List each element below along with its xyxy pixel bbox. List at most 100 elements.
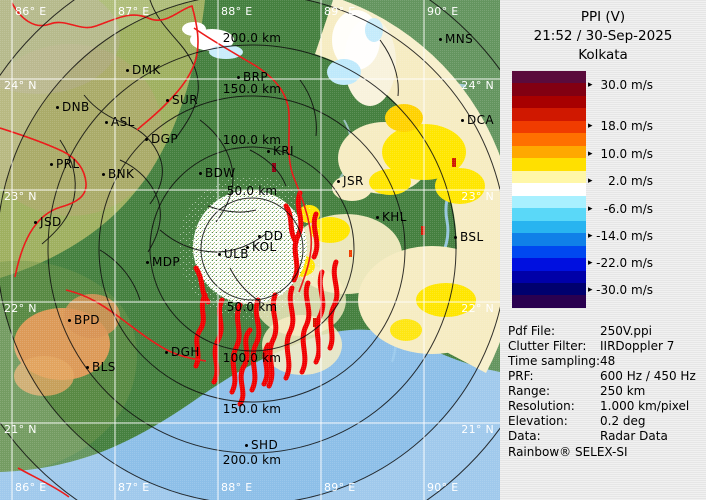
metadata-key: PRF: [508, 369, 534, 383]
colorbar-band-14 [512, 245, 586, 259]
colorbar-tick-label: 30.0 m/s [600, 78, 653, 92]
colorbar-band-6 [512, 145, 586, 159]
station-label: DGH [171, 345, 200, 359]
station-label: DNB [62, 100, 90, 114]
station-marker: MDP [146, 256, 180, 268]
metadata-value: 250V.ppi [600, 324, 652, 338]
station-label: DGP [151, 132, 178, 146]
station-label: DD [264, 229, 284, 243]
station-label: PRL [56, 157, 80, 171]
latitude-label: 24° N [461, 79, 494, 92]
station-dot-icon [68, 318, 71, 322]
metadata-key: Pdf File: [508, 324, 556, 338]
station-label: BDW [205, 166, 236, 180]
colorbar-band-3 [512, 108, 586, 121]
station-label: SUR [172, 93, 198, 107]
colorbar-band-15 [512, 258, 586, 271]
range-ring-label: 200.0 km [222, 31, 282, 45]
radar-map: 50.0 km 50.0 km 100.0 km 100.0 km 150.0 km 15… [0, 0, 500, 500]
latitude-label: 22° N [4, 302, 37, 315]
range-ring-label: 150.0 km [222, 402, 282, 416]
product-metadata-table: Pdf File: 250V.ppi Clutter Filter: IIRDoppl… [508, 324, 706, 444]
colorbar-tick-label: 2.0 m/s [608, 174, 653, 188]
tick-arrow-icon: ▸ [588, 120, 593, 131]
station-dot-icon [461, 118, 464, 122]
tick-arrow-icon: ▸ [588, 257, 593, 268]
metadata-row: Time sampling: 48 [508, 354, 706, 369]
station-marker: SUR [166, 94, 198, 106]
metadata-value: 0.2 deg [600, 414, 646, 428]
station-marker: BDW [199, 167, 236, 179]
station-label: KHL [382, 210, 407, 224]
metadata-value: 48 [600, 354, 616, 368]
lat-lon-grid [0, 0, 500, 500]
colorbar-band-18 [512, 295, 586, 308]
station-label: DMK [132, 63, 161, 77]
station-marker: PRL [50, 158, 79, 170]
colorbar-band-13 [512, 233, 586, 246]
station-dot-icon [237, 75, 240, 79]
station-marker: BRP [237, 71, 268, 83]
station-marker: BSL [454, 231, 484, 243]
latitude-label: 23° N [461, 190, 494, 203]
range-ring-label: 100.0 km [222, 133, 282, 147]
colorbar-band-4 [512, 120, 586, 134]
velocity-colorbar [512, 71, 586, 308]
colorbar-tick-labels: ▸ 30.0 m/s ▸ 18.0 m/s ▸ 10.0 m/s ▸ 2.0 m/s ▸ -6.0… [500, 0, 706, 320]
colorbar-tick: ▸ -6.0 m/s [500, 202, 706, 216]
range-ring-50km [200, 197, 304, 301]
station-dot-icon [199, 171, 202, 175]
station-dot-icon [218, 252, 221, 256]
range-ring-100km [149, 146, 355, 352]
station-dot-icon [126, 68, 129, 72]
station-dot-icon [454, 235, 457, 239]
tick-arrow-icon: ▸ [588, 148, 593, 159]
station-marker: DCA [461, 114, 494, 126]
station-label: BNK [108, 167, 135, 181]
station-label: BRP [243, 70, 269, 84]
metadata-key: Resolution: [508, 399, 575, 413]
colorbar-band-12 [512, 220, 586, 234]
station-label: MDP [152, 255, 181, 269]
latitude-label: 24° N [4, 79, 37, 92]
longitude-label: 88° E [221, 481, 253, 494]
station-marker: BNK [102, 168, 134, 180]
metadata-value: 600 Hz / 450 Hz [600, 369, 696, 383]
station-dot-icon [246, 245, 249, 249]
colorbar-band-11 [512, 208, 586, 221]
station-marker: DNB [56, 101, 90, 113]
station-dot-icon [439, 37, 442, 41]
station-marker: MNS [439, 33, 473, 45]
range-ring-label: 200.0 km [222, 453, 282, 467]
station-marker: ULB [218, 248, 249, 260]
station-dot-icon [165, 350, 168, 354]
range-ring-label: 50.0 km [226, 184, 278, 198]
station-label: JSR [343, 174, 364, 188]
colorbar-tick: ▸ 2.0 m/s [500, 174, 706, 188]
station-marker: DGP [145, 133, 178, 145]
station-label: ASL [111, 115, 135, 129]
range-ring-label: 150.0 km [222, 82, 282, 96]
station-label: SHD [251, 438, 279, 452]
colorbar-tick: ▸ 30.0 m/s [500, 78, 706, 92]
metadata-value: 250 km [600, 384, 646, 398]
latitude-label: 21° N [461, 423, 494, 436]
station-label: ULB [224, 247, 249, 261]
station-label: MNS [445, 32, 474, 46]
colorbar-tick: ▸ 18.0 m/s [500, 119, 706, 133]
colorbar-band-7 [512, 158, 586, 171]
colorbar-band-1 [512, 83, 586, 96]
station-label: KRI [273, 144, 294, 158]
tick-arrow-icon: ▸ [588, 175, 593, 186]
metadata-key: Time sampling: [508, 354, 601, 368]
colorbar-band-10 [512, 195, 586, 209]
station-dot-icon [267, 149, 270, 153]
longitude-label: 90° E [427, 5, 459, 18]
colorbar-band-17 [512, 282, 586, 296]
latitude-label: 21° N [4, 423, 37, 436]
colorbar-band-5 [512, 133, 586, 146]
station-marker: JSD [34, 216, 62, 228]
longitude-label: 87° E [118, 5, 150, 18]
colorbar-tick: ▸ -30.0 m/s [500, 283, 706, 297]
